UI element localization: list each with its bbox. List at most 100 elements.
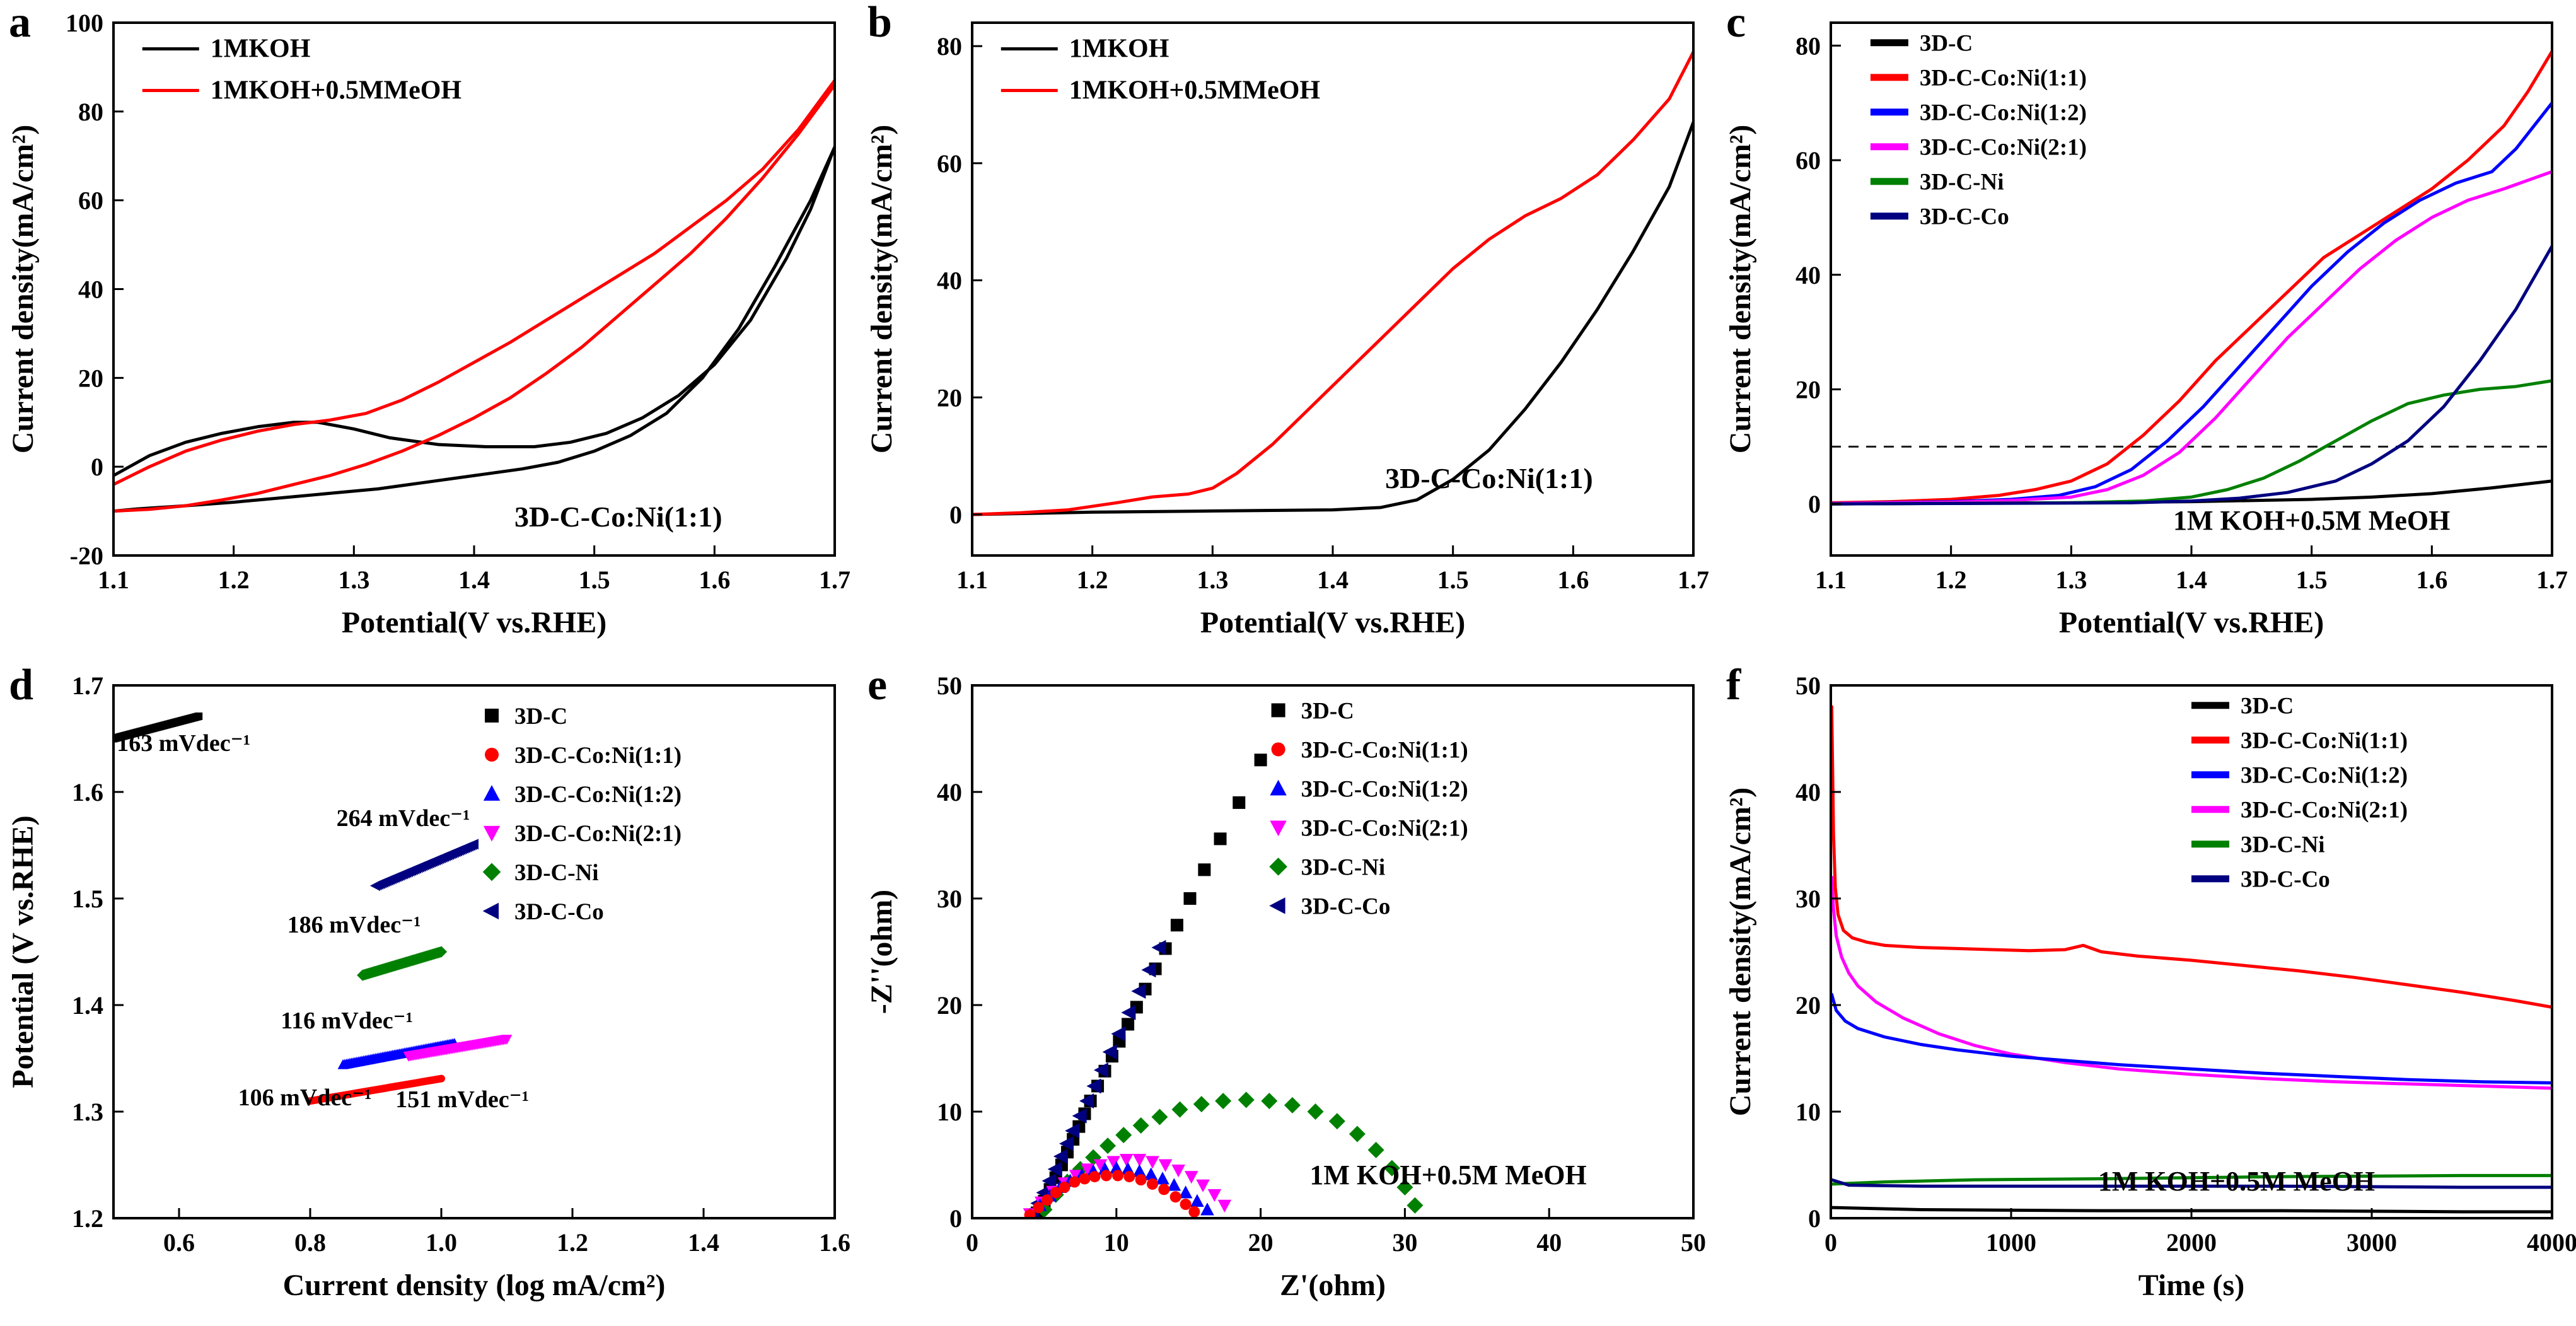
svg-text:1M KOH+0.5M MeOH: 1M KOH+0.5M MeOH bbox=[2173, 505, 2450, 536]
svg-text:3D-C: 3D-C bbox=[514, 704, 567, 730]
svg-text:10: 10 bbox=[937, 1098, 962, 1126]
svg-text:3D-C-Co:Ni(1:1): 3D-C-Co:Ni(1:1) bbox=[514, 501, 722, 533]
svg-text:0: 0 bbox=[1808, 490, 1821, 518]
svg-text:0: 0 bbox=[1825, 1228, 1837, 1257]
svg-text:Current density(mA/cm²): Current density(mA/cm²) bbox=[6, 125, 40, 453]
svg-text:1.3: 1.3 bbox=[338, 566, 369, 594]
svg-text:1.6: 1.6 bbox=[699, 566, 730, 594]
svg-text:40: 40 bbox=[1796, 261, 1821, 289]
svg-text:20: 20 bbox=[937, 991, 962, 1020]
panel-d: d 0.6 0.8 1.0 1.2 1.4 1.6 1.2 1.3 1.4 1.5 1.6 1.7 Cu… bbox=[0, 661, 859, 1325]
panel-c: c 1.1 1.2 1.3 1.4 1.5 1.6 1.7 0 20 40 60 80 Potentia… bbox=[1717, 0, 2576, 663]
svg-text:Current density(mA/cm²): Current density(mA/cm²) bbox=[1724, 788, 1757, 1116]
svg-text:30: 30 bbox=[937, 885, 962, 913]
svg-text:3D-C-Co: 3D-C-Co bbox=[1301, 893, 1391, 919]
svg-text:186 mVdec⁻¹: 186 mVdec⁻¹ bbox=[287, 912, 421, 938]
svg-text:4000: 4000 bbox=[2527, 1228, 2576, 1257]
svg-text:20: 20 bbox=[78, 364, 103, 392]
svg-text:Z'(ohm): Z'(ohm) bbox=[1280, 1269, 1386, 1302]
svg-text:-Z''(ohm): -Z''(ohm) bbox=[865, 890, 898, 1014]
svg-text:30: 30 bbox=[1392, 1228, 1417, 1257]
chart-e-nyquist-plot: 0 10 20 30 40 50 0 10 20 30 40 50 Z'(ohm) -Z''(ohm) 3D… bbox=[865, 672, 1706, 1302]
svg-text:2000: 2000 bbox=[2166, 1228, 2217, 1257]
svg-text:Potential (V vs.RHE): Potential (V vs.RHE) bbox=[6, 815, 40, 1088]
svg-text:3D-C-Co: 3D-C-Co bbox=[1920, 204, 2009, 230]
svg-text:40: 40 bbox=[1536, 1228, 1562, 1257]
svg-text:Current density(mA/cm²): Current density(mA/cm²) bbox=[1724, 125, 1757, 453]
svg-text:1.1: 1.1 bbox=[98, 566, 129, 594]
svg-text:1.3: 1.3 bbox=[1197, 566, 1228, 594]
panel-label-c: c bbox=[1726, 0, 1746, 47]
svg-text:116 mVdec⁻¹: 116 mVdec⁻¹ bbox=[281, 1008, 413, 1034]
panel-f: f 0 1000 2000 3000 4000 0 10 20 30 40 50 Time (s) Cu… bbox=[1717, 661, 2576, 1325]
svg-text:1.2: 1.2 bbox=[1935, 566, 1967, 594]
svg-text:3D-C-Co:Ni(2:1): 3D-C-Co:Ni(2:1) bbox=[2241, 798, 2408, 823]
svg-text:1.6: 1.6 bbox=[819, 1228, 850, 1257]
svg-text:60: 60 bbox=[78, 187, 103, 215]
svg-text:3D-C: 3D-C bbox=[1920, 31, 1973, 57]
svg-text:1.5: 1.5 bbox=[1437, 566, 1469, 594]
svg-text:106 mVdec⁻¹: 106 mVdec⁻¹ bbox=[238, 1085, 372, 1111]
svg-text:1.3: 1.3 bbox=[2055, 566, 2087, 594]
svg-text:3D-C-Co:Ni(1:2): 3D-C-Co:Ni(1:2) bbox=[514, 782, 682, 808]
svg-text:1MKOH+0.5MMeOH: 1MKOH+0.5MMeOH bbox=[211, 76, 461, 105]
svg-text:3D-C: 3D-C bbox=[1301, 698, 1354, 724]
svg-text:1.7: 1.7 bbox=[819, 566, 850, 594]
svg-text:1.1: 1.1 bbox=[956, 566, 988, 594]
svg-text:10: 10 bbox=[1104, 1228, 1129, 1257]
svg-text:1.4: 1.4 bbox=[2176, 566, 2207, 594]
svg-text:3D-C-Co:Ni(2:1): 3D-C-Co:Ni(2:1) bbox=[1301, 815, 1468, 841]
svg-text:1.4: 1.4 bbox=[688, 1228, 719, 1257]
chart-c-lsv-comparison-plot: 1.1 1.2 1.3 1.4 1.5 1.6 1.7 0 20 40 60 80 Potential(… bbox=[1724, 21, 2568, 639]
chart-f-stability-plot: 0 1000 2000 3000 4000 0 10 20 30 40 50 Time (s) Curr… bbox=[1724, 672, 2576, 1302]
svg-text:0: 0 bbox=[949, 501, 962, 529]
svg-text:0.8: 0.8 bbox=[294, 1228, 326, 1257]
svg-text:3D-C-Ni: 3D-C-Ni bbox=[1301, 854, 1386, 880]
svg-text:3D-C-Co:Ni(1:1): 3D-C-Co:Ni(1:1) bbox=[514, 743, 682, 769]
svg-text:1.6: 1.6 bbox=[2416, 566, 2447, 594]
panel-a: a 1.1 1.2 1.3 1.4 1.5 1.6 1.7 -20 0 20 40 60 80 100 Po… bbox=[0, 0, 859, 663]
svg-text:3D-C-Co:Ni(1:1): 3D-C-Co:Ni(1:1) bbox=[1301, 737, 1468, 763]
svg-text:1MKOH: 1MKOH bbox=[1069, 34, 1169, 63]
panel-label-b: b bbox=[867, 0, 892, 47]
svg-text:1MKOH: 1MKOH bbox=[211, 34, 311, 63]
svg-text:20: 20 bbox=[1248, 1228, 1273, 1257]
svg-text:1.5: 1.5 bbox=[72, 885, 103, 913]
svg-text:1.3: 1.3 bbox=[72, 1098, 103, 1126]
svg-text:80: 80 bbox=[937, 32, 962, 61]
svg-text:3D-C-Co:Ni(1:2): 3D-C-Co:Ni(1:2) bbox=[1920, 100, 2087, 126]
svg-text:Potential(V vs.RHE): Potential(V vs.RHE) bbox=[1200, 606, 1465, 639]
svg-text:3D-C-Co: 3D-C-Co bbox=[514, 899, 604, 925]
svg-text:60: 60 bbox=[1796, 146, 1821, 175]
svg-text:3D-C-Co:Ni(1:2): 3D-C-Co:Ni(1:2) bbox=[1301, 776, 1468, 802]
svg-text:50: 50 bbox=[1796, 672, 1821, 700]
svg-text:3D-C-Ni: 3D-C-Ni bbox=[514, 860, 599, 886]
svg-text:3D-C: 3D-C bbox=[2241, 694, 2294, 719]
svg-text:3D-C-Co:Ni(2:1): 3D-C-Co:Ni(2:1) bbox=[514, 821, 682, 847]
svg-text:20: 20 bbox=[1796, 376, 1821, 404]
panel-label-e: e bbox=[867, 661, 888, 709]
svg-text:3D-C-Ni: 3D-C-Ni bbox=[1920, 170, 2004, 195]
svg-text:40: 40 bbox=[78, 276, 103, 304]
svg-text:1.7: 1.7 bbox=[2536, 566, 2568, 594]
svg-text:0.6: 0.6 bbox=[163, 1228, 195, 1257]
svg-text:1.5: 1.5 bbox=[579, 566, 610, 594]
svg-text:3D-C-Co:Ni(1:1): 3D-C-Co:Ni(1:1) bbox=[1385, 462, 1593, 494]
svg-text:Current density (log mA/cm²): Current density (log mA/cm²) bbox=[283, 1269, 666, 1302]
svg-text:1M KOH+0.5M MeOH: 1M KOH+0.5M MeOH bbox=[2098, 1166, 2375, 1197]
svg-text:Time (s): Time (s) bbox=[2138, 1269, 2244, 1302]
svg-text:1.2: 1.2 bbox=[218, 566, 250, 594]
svg-text:1000: 1000 bbox=[1986, 1228, 2036, 1257]
svg-text:3D-C-Co:Ni(1:1): 3D-C-Co:Ni(1:1) bbox=[1920, 66, 2087, 91]
chart-a-cv-plot: 1.1 1.2 1.3 1.4 1.5 1.6 1.7 -20 0 20 40 60 80 100 Pote… bbox=[6, 9, 850, 639]
svg-text:1.7: 1.7 bbox=[72, 672, 103, 700]
svg-text:3D-C-Co:Ni(1:2): 3D-C-Co:Ni(1:2) bbox=[2241, 763, 2408, 789]
svg-text:1.7: 1.7 bbox=[1678, 566, 1709, 594]
svg-text:151 mVdec⁻¹: 151 mVdec⁻¹ bbox=[395, 1086, 529, 1113]
svg-text:264 mVdec⁻¹: 264 mVdec⁻¹ bbox=[337, 805, 470, 832]
svg-text:1.5: 1.5 bbox=[2296, 566, 2328, 594]
svg-text:1.4: 1.4 bbox=[72, 991, 103, 1020]
panel-label-f: f bbox=[1726, 661, 1741, 709]
svg-text:20: 20 bbox=[937, 383, 962, 412]
